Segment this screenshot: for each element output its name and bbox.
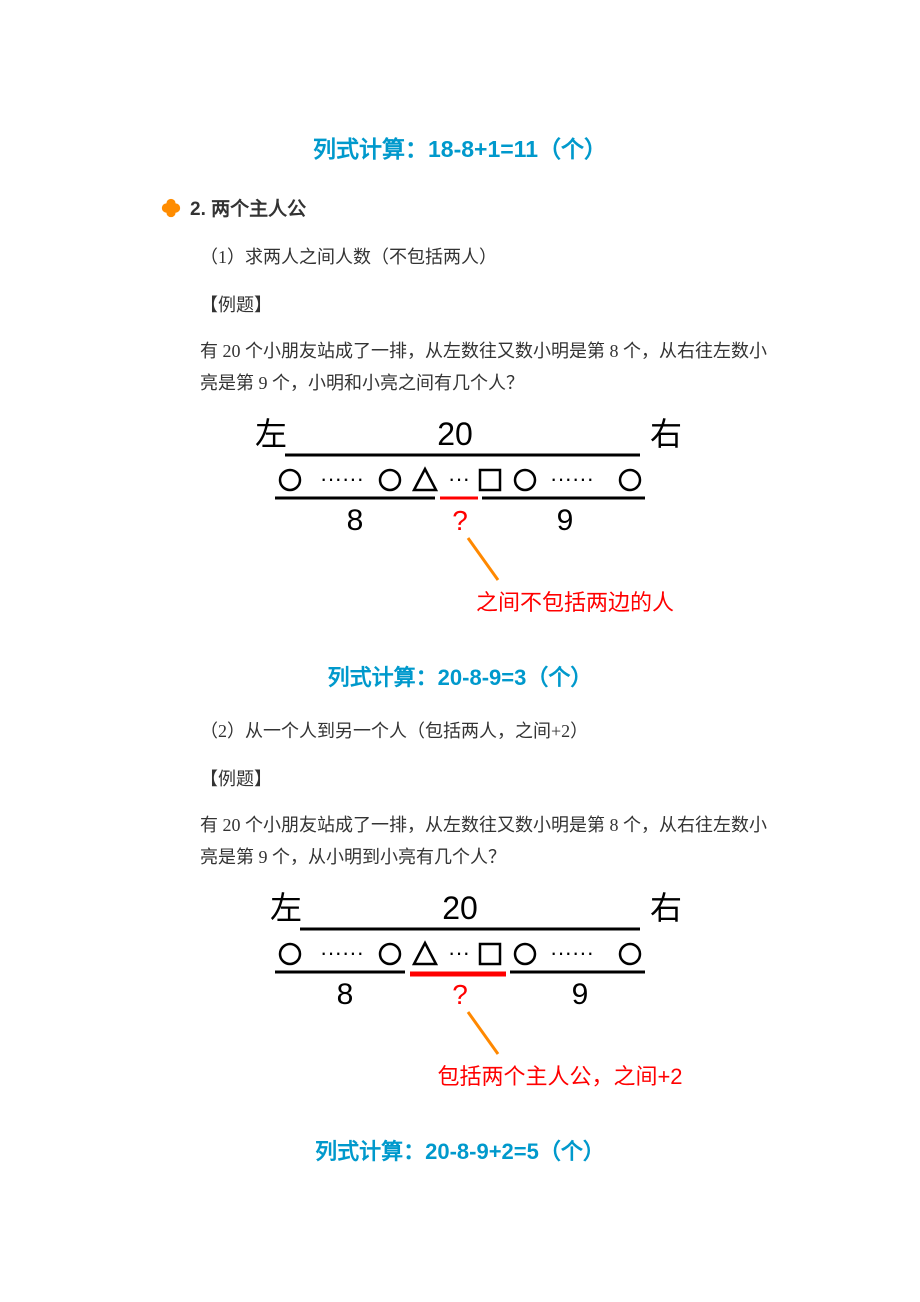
formula-top: 列式计算：18-8+1=11（个）: [100, 130, 820, 164]
d2-left-count: 8: [337, 978, 354, 1011]
part2-problem: 有 20 个小朋友站成了一排，从左数往又数小明是第 8 个，从右往左数小亮是第 …: [200, 809, 780, 874]
part2-diagram: 左 20 右 ······ ··· ······ 8 ? 9 包括两个主人公，之…: [100, 884, 820, 1119]
part1-problem: 有 20 个小朋友站成了一排，从左数往又数小明是第 8 个，从右往左数小亮是第 …: [200, 335, 780, 400]
d2-right-count: 9: [572, 978, 589, 1011]
d2-total: 20: [442, 890, 478, 926]
d1-total: 20: [437, 416, 473, 452]
part2-example-label: 【例题】: [200, 765, 820, 791]
d1-right-label: 右: [650, 416, 682, 452]
d1-shapes-row: ······ ··· ······: [280, 466, 640, 491]
d1-question: ?: [452, 505, 468, 536]
d1-note: 之间不包括两边的人: [476, 590, 674, 615]
d2-left-label: 左: [270, 890, 302, 926]
svg-text:······: ······: [550, 466, 594, 491]
svg-text:······: ······: [550, 940, 594, 965]
d1-arrow: [468, 538, 498, 580]
section-title: 2. 两个主人公: [190, 194, 306, 221]
d1-left-label: 左: [255, 416, 287, 452]
d1-right-count: 9: [557, 504, 574, 537]
svg-text:···: ···: [448, 940, 470, 965]
clover-icon: [160, 197, 182, 219]
part1-diagram: 左 20 右 ······ ··· ······ 8 ? 9 之间不包括两边的人: [100, 410, 820, 645]
part2-formula: 列式计算：20-8-9+2=5（个）: [100, 1134, 820, 1166]
d1-left-count: 8: [347, 504, 364, 537]
svg-text:······: ······: [320, 466, 364, 491]
d2-question: ?: [452, 979, 468, 1010]
section-header: 2. 两个主人公: [160, 194, 820, 221]
svg-text:···: ···: [448, 466, 470, 491]
part1-subtitle: （1）求两人之间人数（不包括两人）: [200, 243, 820, 269]
part1-formula: 列式计算：20-8-9=3（个）: [100, 660, 820, 692]
part2-subtitle: （2）从一个人到另一个人（包括两人，之间+2）: [200, 717, 820, 743]
svg-text:······: ······: [320, 940, 364, 965]
part1-example-label: 【例题】: [200, 291, 820, 317]
d2-right-label: 右: [650, 890, 682, 926]
d2-note: 包括两个主人公，之间+2: [437, 1064, 682, 1089]
d2-shapes-row: ······ ··· ······: [280, 940, 640, 965]
d2-arrow: [468, 1012, 498, 1054]
